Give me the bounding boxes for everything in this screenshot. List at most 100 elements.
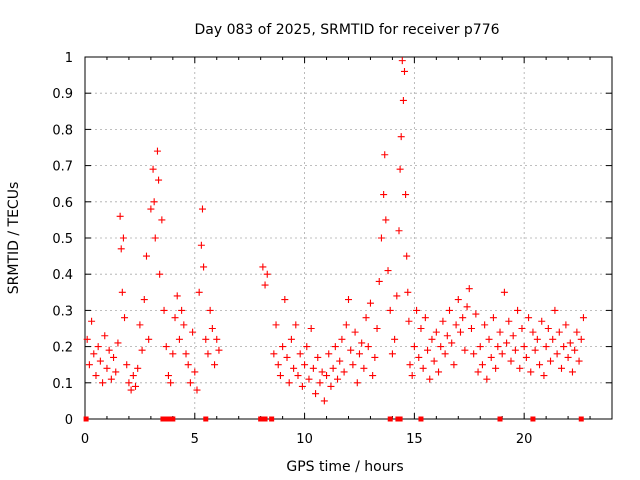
data-point: [215, 346, 223, 354]
data-point: [155, 176, 163, 184]
data-point: [446, 306, 454, 314]
data-point: [396, 165, 404, 173]
data-point: [274, 361, 282, 369]
data-point: [364, 343, 372, 351]
y-axis: 0 0.1 0.2 0.3 0.4 0.5 0.6 0.7 0.8 0.9 1: [52, 51, 612, 428]
data-point: [492, 364, 500, 372]
data-point: [463, 303, 471, 311]
data-point: [443, 332, 451, 340]
data-point: [292, 321, 300, 329]
data-point: [94, 343, 102, 351]
data-point: [400, 67, 408, 75]
data-point: [272, 321, 280, 329]
data-point: [404, 288, 412, 296]
data-point: [573, 328, 581, 336]
data-point: [147, 205, 155, 213]
data-point: [432, 328, 440, 336]
data-point: [123, 361, 131, 369]
data-point: [116, 212, 124, 220]
data-point: [402, 191, 410, 199]
data-point: [571, 346, 579, 354]
data-point: [101, 332, 109, 340]
data-point: [160, 306, 168, 314]
data-point: [132, 382, 140, 390]
data-point: [351, 328, 359, 336]
data-point: [206, 306, 214, 314]
data-point: [140, 296, 148, 304]
data-point: [85, 361, 93, 369]
zero-marker: [397, 416, 403, 422]
data-point: [450, 361, 458, 369]
data-point: [417, 325, 425, 332]
data-point: [303, 343, 311, 351]
data-point: [448, 339, 456, 347]
data-point: [381, 151, 389, 159]
data-point: [380, 191, 388, 199]
data-point: [410, 343, 418, 351]
data-point: [342, 321, 350, 329]
data-point: [118, 288, 126, 296]
data-point: [323, 372, 331, 380]
data-point: [415, 353, 423, 361]
data-point: [110, 353, 118, 361]
data-point: [325, 350, 333, 358]
data-point: [522, 353, 530, 361]
data-point: [529, 328, 537, 336]
data-point: [437, 343, 445, 351]
data-point: [520, 343, 528, 351]
data-point: [200, 263, 208, 271]
data-point: [202, 335, 210, 343]
data-point: [470, 350, 478, 358]
data-point: [184, 361, 192, 369]
data-point: [426, 375, 434, 383]
zero-marker: [578, 416, 584, 422]
data-point: [496, 328, 504, 336]
data-point: [90, 350, 98, 358]
data-point: [331, 343, 339, 351]
zero-marker: [167, 416, 173, 422]
zero-marker: [497, 416, 503, 422]
zero-marker: [269, 416, 275, 422]
data-point: [287, 335, 295, 343]
data-point: [424, 346, 432, 354]
data-point: [112, 368, 120, 376]
zero-marker: [530, 416, 536, 422]
data-point: [279, 343, 287, 351]
data-point: [103, 364, 111, 372]
data-point: [136, 321, 144, 329]
data-point: [138, 346, 146, 354]
zero-marker: [203, 416, 209, 422]
data-point: [557, 364, 565, 372]
data-point: [562, 321, 570, 329]
data-point: [373, 325, 381, 332]
data-point: [507, 357, 515, 365]
data-point: [178, 306, 186, 314]
data-point: [553, 350, 561, 358]
data-point: [320, 397, 328, 405]
chart-title: Day 083 of 2025, SRMTID for receiver p77…: [194, 22, 499, 38]
data-point: [467, 325, 475, 332]
data-point: [169, 350, 177, 358]
y-tick-label: 0.6: [52, 196, 73, 211]
data-point: [472, 310, 480, 318]
y-tick-label: 0.8: [52, 123, 73, 138]
zero-marker: [262, 416, 268, 422]
data-points: [83, 57, 587, 405]
data-point: [347, 346, 355, 354]
x-tick-label: 15: [406, 432, 423, 447]
data-point: [353, 379, 361, 387]
data-point: [511, 346, 519, 354]
x-axis: 0 5 10 15 20: [81, 57, 591, 447]
y-tick-label: 0.5: [52, 232, 73, 247]
y-axis-label: SRMTID / TECUs: [6, 182, 22, 295]
data-point: [211, 361, 219, 369]
zero-marker: [387, 416, 393, 422]
data-point: [193, 386, 201, 394]
data-point: [388, 350, 396, 358]
data-point: [549, 335, 557, 343]
data-point: [358, 339, 366, 347]
data-point: [355, 350, 363, 358]
data-point: [156, 270, 164, 278]
data-point: [547, 357, 555, 365]
